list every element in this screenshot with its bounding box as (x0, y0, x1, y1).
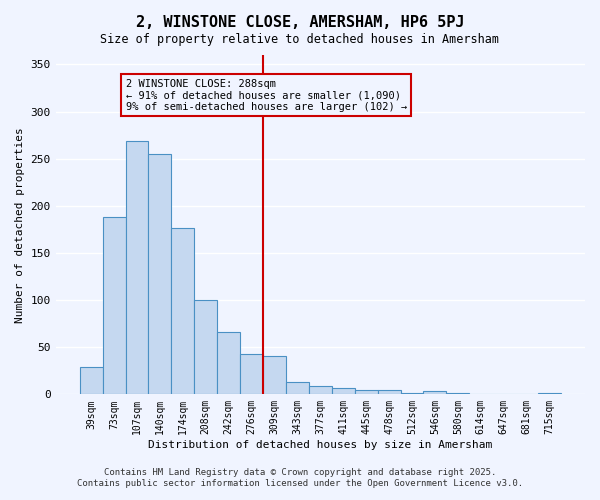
Bar (240, 354, 263, 395)
Bar (80, 367, 103, 394)
Bar (148, 154, 172, 394)
Bar (103, 217, 125, 394)
Bar (332, 388, 355, 394)
Bar (263, 356, 286, 395)
Bar (217, 332, 240, 394)
Bar (286, 382, 309, 394)
Bar (172, 228, 194, 394)
Bar (377, 390, 401, 394)
Bar (424, 390, 446, 394)
Bar (194, 300, 217, 394)
Bar (355, 390, 377, 394)
X-axis label: Distribution of detached houses by size in Amersham: Distribution of detached houses by size … (148, 440, 493, 450)
Text: Contains HM Land Registry data © Crown copyright and database right 2025.
Contai: Contains HM Land Registry data © Crown c… (77, 468, 523, 487)
Text: 2, WINSTONE CLOSE, AMERSHAM, HP6 5PJ: 2, WINSTONE CLOSE, AMERSHAM, HP6 5PJ (136, 15, 464, 30)
Text: Size of property relative to detached houses in Amersham: Size of property relative to detached ho… (101, 32, 499, 46)
Y-axis label: Number of detached properties: Number of detached properties (15, 127, 25, 322)
Text: 2 WINSTONE CLOSE: 288sqm
← 91% of detached houses are smaller (1,090)
9% of semi: 2 WINSTONE CLOSE: 288sqm ← 91% of detach… (125, 78, 407, 112)
Bar (125, 141, 148, 395)
Bar (309, 386, 332, 394)
